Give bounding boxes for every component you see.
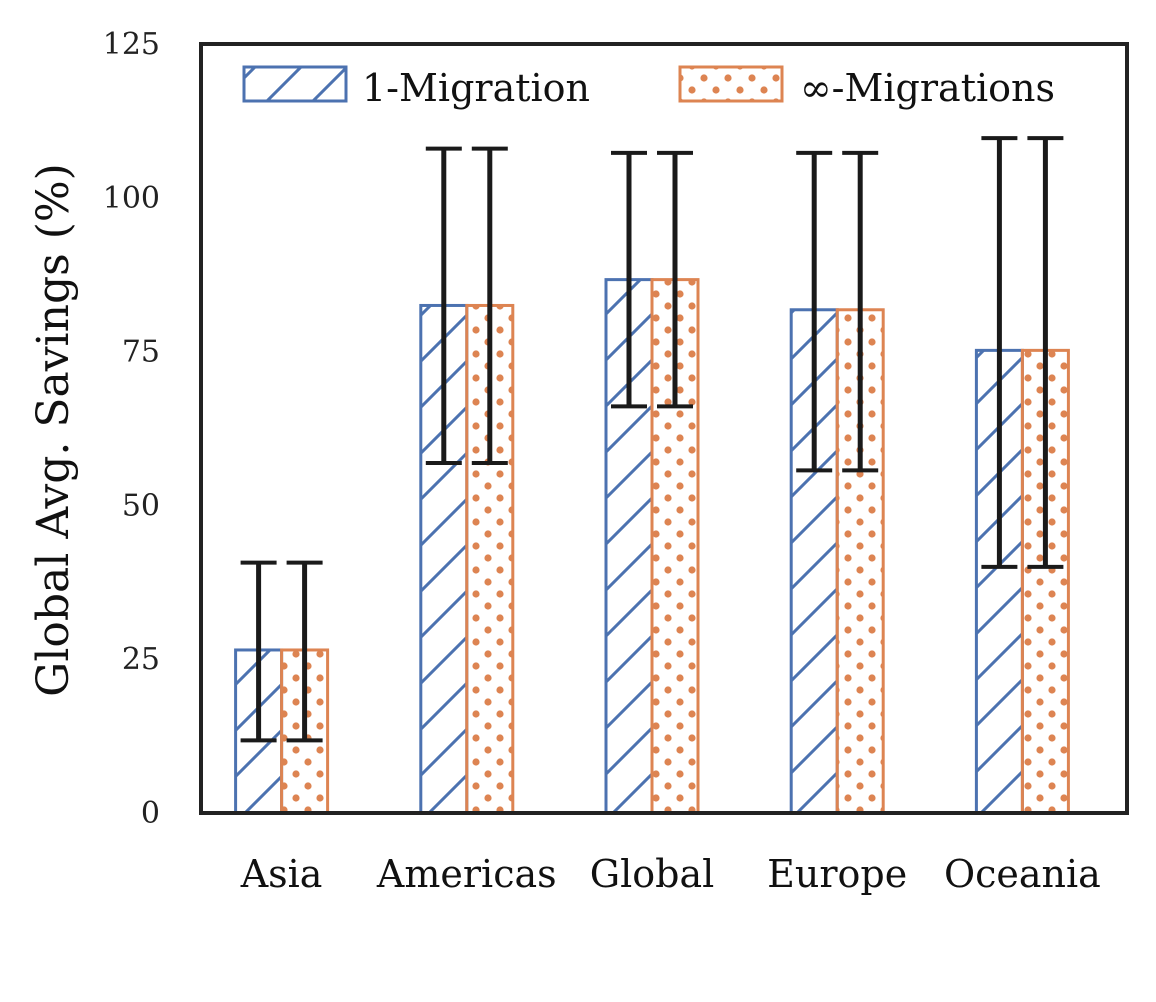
x-tick-label-oceania: Oceania (944, 852, 1101, 896)
y-axis-title: Global Avg. Savings (%) (28, 163, 79, 697)
legend-label-1-migration: 1-Migration (362, 66, 590, 110)
legend-swatch-1-migration (242, 65, 348, 103)
y-tick-label: 100 (103, 181, 160, 216)
plot-frame (199, 42, 1129, 815)
legend-swatch-inf-migrations (678, 65, 784, 103)
y-tick-label: 50 (122, 488, 160, 523)
y-tick-label: 75 (122, 335, 160, 370)
x-tick-label-europe: Europe (767, 852, 907, 896)
legend: 1-Migration ∞-Migrations (242, 65, 1055, 110)
y-tick-label: 0 (141, 796, 160, 831)
x-tick-labels: Asia Americas Global Europe Oceania (240, 852, 1101, 896)
x-tick-label-asia: Asia (240, 852, 323, 896)
x-tick-label-global: Global (590, 852, 715, 896)
x-tick-label-americas: Americas (376, 852, 557, 896)
legend-label-inf-migrations: ∞-Migrations (800, 66, 1055, 110)
y-tick-label: 125 (103, 27, 160, 62)
y-tick-label: 25 (122, 642, 160, 677)
bars-group (234, 278, 1070, 815)
bar-americas-series-2 (465, 303, 515, 815)
y-tick-labels: 0 25 50 75 100 125 (103, 27, 160, 831)
error-bars-group (240, 136, 1064, 743)
